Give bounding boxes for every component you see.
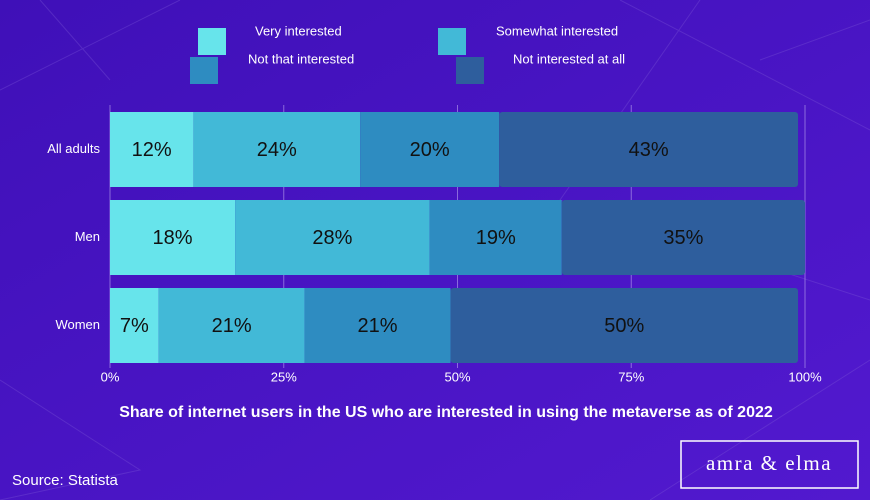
x-tick-label: 25% [271,369,297,384]
bar-segment [235,200,430,275]
bar-segment [450,288,799,363]
value-label: 19% [476,227,516,249]
source: Source: Statista [12,472,119,489]
legend-swatch [198,28,226,55]
value-label: 24% [257,139,297,161]
x-tick-label: 75% [618,369,644,384]
y-tick-label: Women [55,317,100,332]
legend-swatch [438,28,466,55]
value-label: 21% [212,315,252,337]
x-tick-label: 0% [101,369,120,384]
y-tick-label: Men [75,229,100,244]
value-label: 43% [629,139,669,161]
x-tick-label: 50% [444,369,470,384]
legend-label: Somewhat interested [496,23,618,38]
bar-segment [360,112,500,187]
logo: amra & elma [706,451,832,475]
value-label: 12% [132,139,172,161]
value-label: 21% [358,315,398,337]
value-label: 35% [663,227,703,249]
x-tick-label: 100% [788,369,822,384]
value-label: 28% [312,227,352,249]
logo-box [680,440,859,489]
legend-label: Very interested [255,23,342,38]
bar-segment [499,112,799,187]
bar-segment [110,112,194,187]
bar-segment [304,288,451,363]
legend-label: Not that interested [248,51,354,66]
value-label: 18% [153,227,193,249]
bar-segment [110,200,236,275]
bar-segment [193,112,361,187]
bar-segment [561,200,805,275]
legend-swatch [456,57,484,84]
legend-swatch [190,57,218,84]
bar-segment [110,288,159,363]
value-label: 7% [120,315,149,337]
y-tick-label: All adults [47,141,100,156]
bar-segment [429,200,562,275]
legend-label: Not interested at all [513,51,625,66]
chart-title: Share of internet users in the US who ar… [119,404,773,421]
value-label: 20% [410,139,450,161]
value-label: 50% [604,315,644,337]
bar-segment [158,288,305,363]
